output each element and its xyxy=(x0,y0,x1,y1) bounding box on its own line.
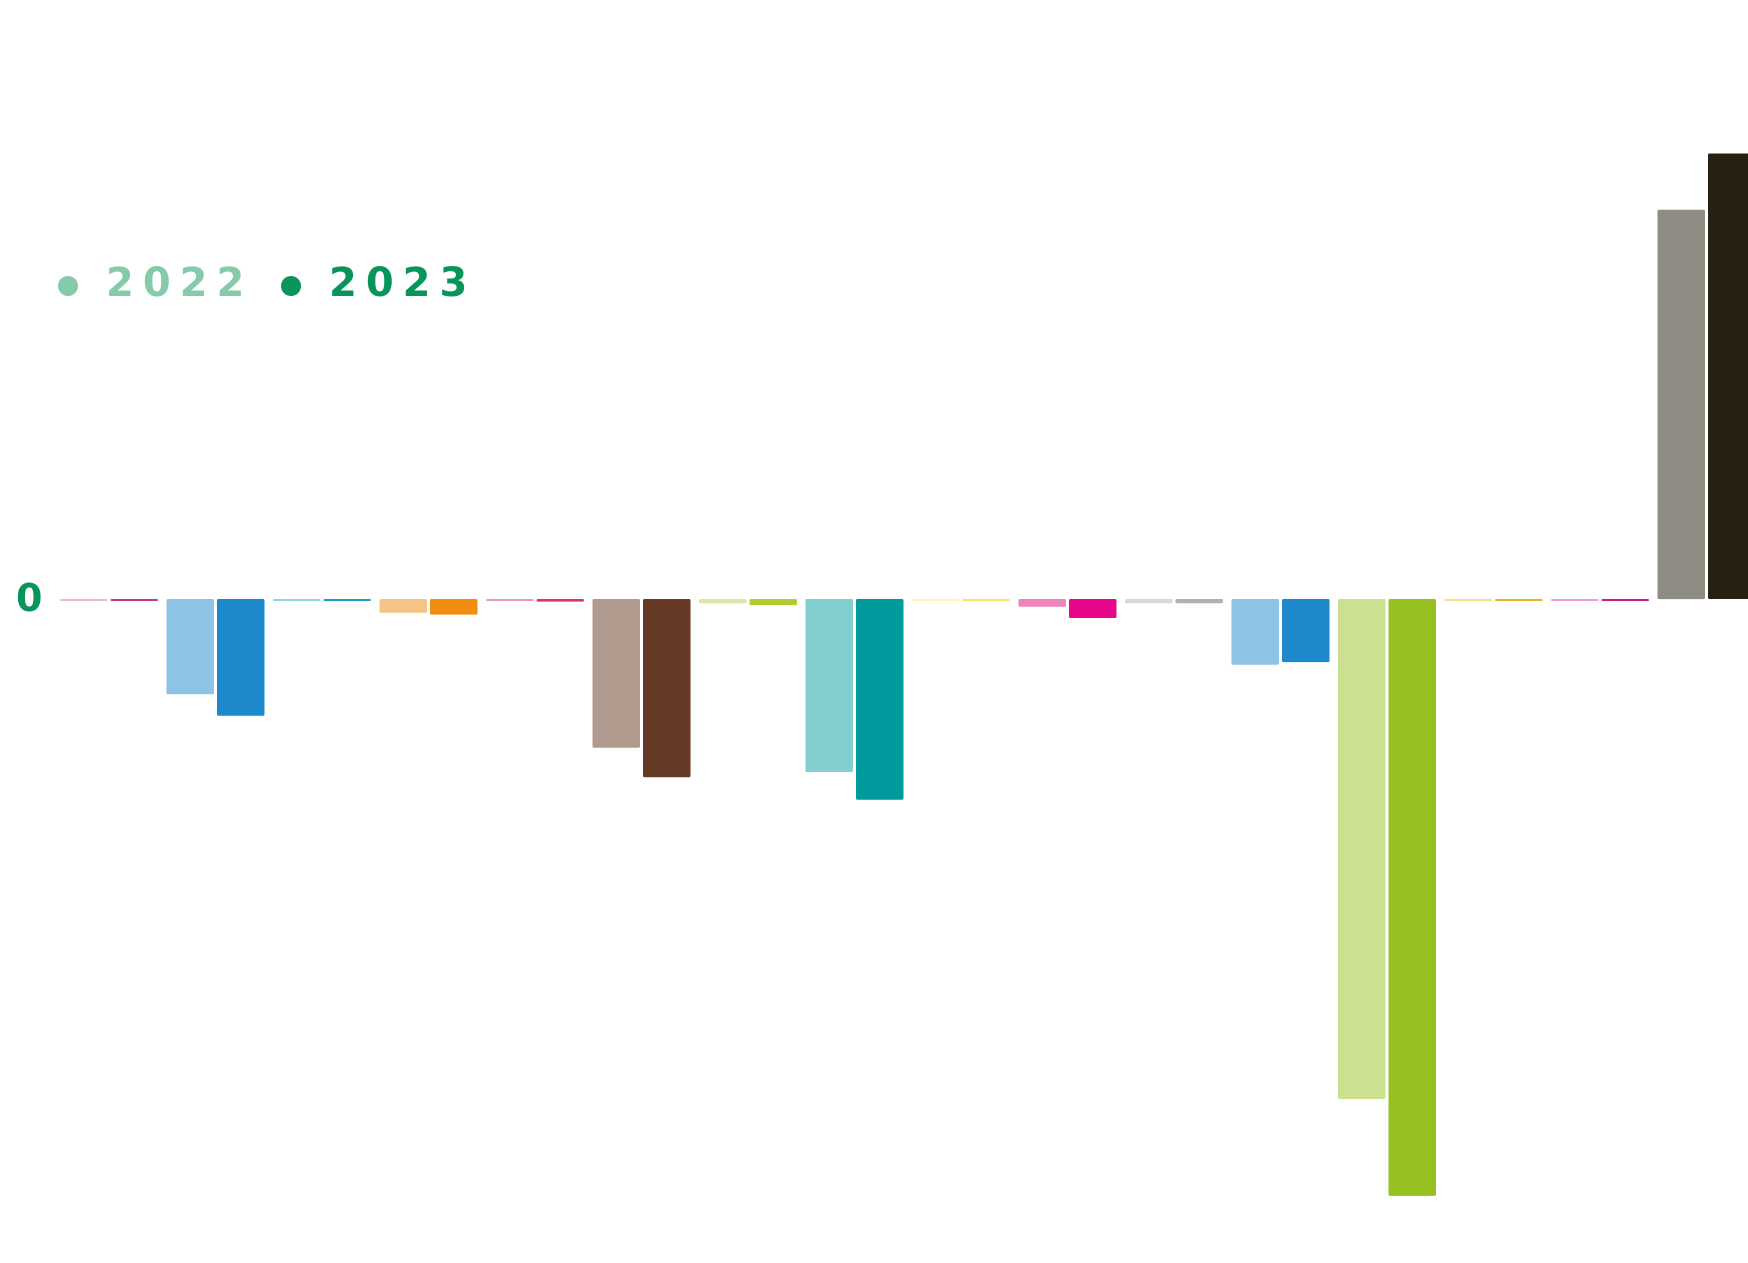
bar-group-9-2023 xyxy=(962,599,1010,601)
bar-group-1-2023 xyxy=(110,599,158,601)
bar-group-13-2022 xyxy=(1338,599,1386,1099)
bar-group-16-2022 xyxy=(1657,209,1705,600)
bar-group-1-2022 xyxy=(60,599,108,601)
bar-group-11-2022 xyxy=(1125,599,1173,604)
bar-group-14-2022 xyxy=(1444,599,1492,601)
bar-group-2-2022 xyxy=(166,599,214,695)
bar-group-12-2023 xyxy=(1282,599,1330,663)
bar-group-5-2023 xyxy=(536,599,584,602)
legend-label-2023: 2023 xyxy=(329,260,476,306)
bar-group-3-2022 xyxy=(273,599,321,601)
bar-group-16-2023 xyxy=(1708,153,1748,599)
bar-group-3-2023 xyxy=(323,599,371,601)
bar-group-7-2022 xyxy=(699,599,747,604)
bar-group-9-2022 xyxy=(912,599,960,601)
bar-group-15-2023 xyxy=(1601,599,1649,601)
legend: 2022 2023 xyxy=(58,260,476,306)
bar-group-15-2022 xyxy=(1551,599,1599,601)
bar-group-14-2023 xyxy=(1495,599,1543,601)
bar-group-10-2022 xyxy=(1018,599,1066,607)
bar-group-4-2022 xyxy=(379,599,427,613)
legend-dot-2022 xyxy=(58,276,78,296)
bar-group-6-2023 xyxy=(643,599,691,778)
bar-group-10-2023 xyxy=(1069,599,1117,618)
bar-group-4-2023 xyxy=(430,599,478,615)
bar-group-8-2022 xyxy=(805,599,853,772)
bar-group-11-2023 xyxy=(1175,599,1223,604)
bar-group-13-2023 xyxy=(1388,599,1436,1196)
legend-dot-2023 xyxy=(281,276,301,296)
bar-group-2-2023 xyxy=(217,599,265,716)
bars-group xyxy=(60,153,1748,1196)
bar-group-12-2022 xyxy=(1231,599,1279,665)
bar-group-7-2023 xyxy=(749,599,797,606)
bar-group-5-2022 xyxy=(486,599,534,601)
bar-group-8-2023 xyxy=(856,599,904,800)
legend-label-2022: 2022 xyxy=(106,260,253,306)
bar-group-6-2022 xyxy=(592,599,640,748)
zero-axis-label: 0 xyxy=(16,576,42,620)
